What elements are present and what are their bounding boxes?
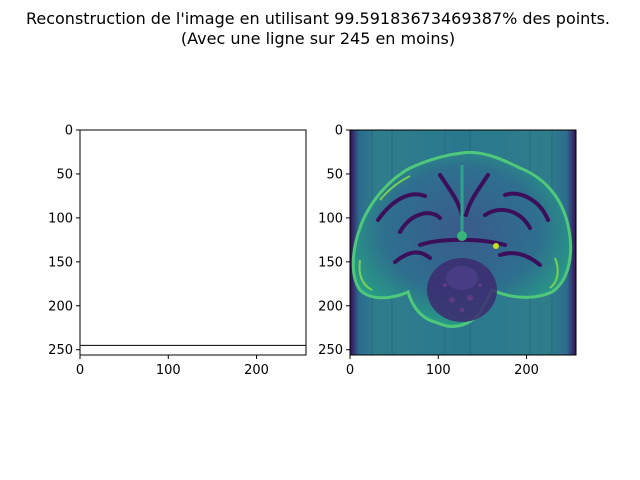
left-x-tick-label: 200 <box>244 363 269 378</box>
right-plot-frame <box>349 129 577 356</box>
left-y-tick-label: 150 <box>48 255 73 270</box>
left-y-tick-label: 250 <box>48 343 73 358</box>
left-panel-mask: 0 100 200 0 50 100 150 200 250 <box>48 124 307 378</box>
left-y-tick-label: 0 <box>65 124 73 139</box>
left-y-tick-label: 200 <box>48 299 73 314</box>
left-plot-area <box>79 129 307 356</box>
right-y-tick-label: 50 <box>326 167 343 182</box>
right-y-tick-label: 200 <box>318 299 343 314</box>
right-y-tick-label: 100 <box>318 211 343 226</box>
figure-title-line1: Reconstruction de l'image en utilisant 9… <box>26 9 610 28</box>
left-x-tick-label: 0 <box>76 363 84 378</box>
figure-title-line2: (Avec une ligne sur 245 en moins) <box>181 29 455 48</box>
right-x-tick-label: 0 <box>346 363 354 378</box>
right-y-tick-label: 0 <box>335 124 343 139</box>
reconstructed-image <box>350 130 576 355</box>
right-y-tick-label: 150 <box>318 255 343 270</box>
right-x-tick-label: 100 <box>426 363 451 378</box>
right-panel-reconstruction: 0 100 200 0 50 100 150 200 250 <box>318 124 577 378</box>
right-x-tick-label: 200 <box>514 363 539 378</box>
left-x-tick-label: 100 <box>156 363 181 378</box>
right-y-tick-label: 250 <box>318 343 343 358</box>
left-y-tick-label: 100 <box>48 211 73 226</box>
left-y-tick-label: 50 <box>56 167 73 182</box>
